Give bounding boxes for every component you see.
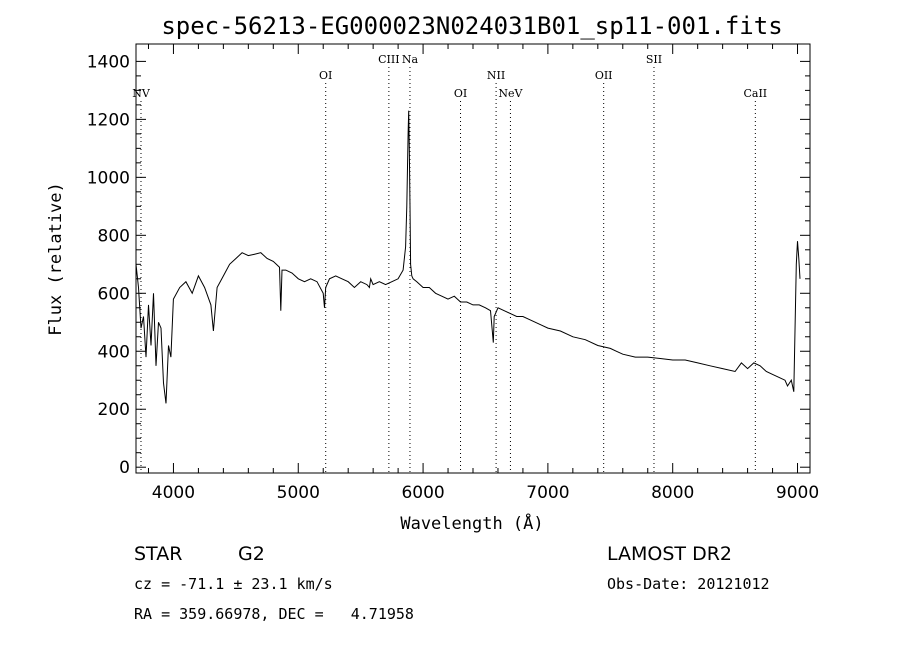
y-tick-label: 600	[98, 284, 130, 304]
redshift-velocity: cz = -71.1 ± 23.1 km/s	[134, 575, 333, 593]
x-tick-label: 5000	[277, 483, 320, 503]
plot-area: 4000 5000 6000 7000 8000 9000 0 200 400 600 800 100…	[87, 43, 819, 503]
coordinates: RA = 359.66978, DEC = 4.71958	[134, 605, 414, 623]
x-tick-label: 7000	[526, 483, 569, 503]
x-axis-label: Wavelength (Å)	[400, 512, 543, 534]
y-tick-label: 200	[98, 400, 130, 420]
plot-frame	[135, 43, 811, 474]
x-tick-label: 4000	[152, 483, 195, 503]
line-id-label: OII	[595, 69, 613, 82]
x-tick-label: 9000	[776, 483, 819, 503]
y-tick-label: 0	[119, 458, 130, 478]
line-id-label: NeV	[498, 87, 523, 100]
line-id-label: OI	[319, 69, 332, 82]
chart-title: spec-56213-EG000023N024031B01_sp11-001.f…	[161, 12, 782, 40]
y-axis-label: Flux (relative)	[46, 182, 66, 336]
line-id-label: Na	[402, 53, 419, 66]
object-subclass: G2	[238, 543, 265, 565]
y-tick-label: 1400	[87, 52, 130, 72]
survey-name: LAMOST DR2	[607, 543, 732, 565]
obs-date: Obs-Date: 20121012	[607, 575, 770, 593]
line-id-label: CIII	[378, 53, 399, 66]
line-id-label: NV	[132, 87, 151, 100]
x-tick-label: 6000	[401, 483, 444, 503]
x-tick-label: 8000	[651, 483, 694, 503]
y-tick-label: 400	[98, 342, 130, 362]
y-tick-label: 1000	[87, 168, 130, 188]
line-id-label: OI	[454, 87, 467, 100]
line-id-label: NII	[487, 69, 505, 82]
spectrum-line	[135, 110, 801, 404]
y-tick-label: 800	[98, 226, 130, 246]
line-id-label: CaII	[743, 87, 767, 100]
object-class: STAR	[134, 543, 182, 565]
y-tick-label: 1200	[87, 110, 130, 130]
line-id-label: SII	[646, 53, 662, 66]
